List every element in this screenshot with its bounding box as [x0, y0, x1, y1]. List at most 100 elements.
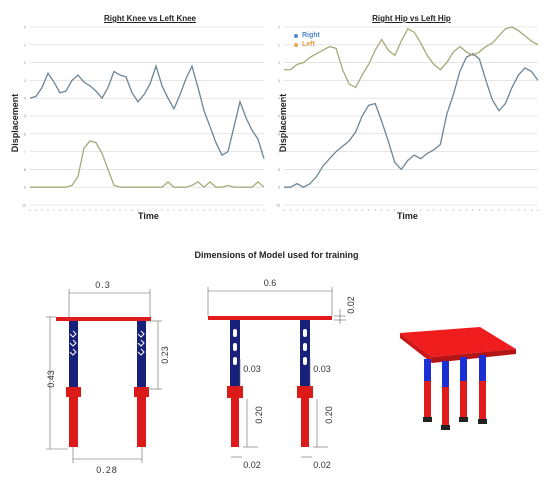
hip-chart-panel: Right Hip vs Left Hip Displacement Time …	[270, 0, 553, 230]
knee-x-tick-label: 1	[161, 208, 163, 212]
hip-x-tick-label: 1	[492, 208, 494, 212]
knee-x-tick-label: 1	[107, 208, 109, 212]
knee-x-tick-label: 1	[89, 208, 91, 212]
hip-x-tick-label: 1	[452, 208, 454, 212]
knee-y-tick-label: 0	[24, 26, 26, 30]
hip-x-tick-label: 1	[498, 208, 500, 212]
hip-x-tick-label: 1	[400, 208, 402, 212]
model-diagrams: 0.3 0.43 0.23 0.28	[46, 278, 516, 475]
knee-x-tick-label: 1	[131, 208, 133, 212]
front-top-width-label: 0.3	[95, 280, 111, 290]
hip-x-tick-label: 1	[387, 208, 389, 212]
knee-x-tick-label: 1	[197, 208, 199, 212]
knee-chart-panel: Right Knee vs Left Knee Displacement Tim…	[0, 0, 270, 230]
front-top-bar	[56, 317, 151, 321]
hip-x-tick-label: 1	[342, 208, 344, 212]
hip-x-tick-label: 1	[361, 208, 363, 212]
knee-x-tick-label: 1	[239, 208, 241, 212]
knee-x-tick-label: 1	[155, 208, 157, 212]
hip-y-tick-label: 7	[278, 150, 280, 154]
front-leg-left-lower	[69, 387, 78, 447]
knee-x-tick-label: 1	[71, 208, 73, 212]
knee-x-tick-label: 1	[29, 208, 31, 212]
knee-x-tick-label: 1	[209, 208, 211, 212]
legend-right-label: Right	[302, 32, 320, 39]
side-view: 0.6 0.02 0.03 0.03 0.20 0.20 0.02 0.02	[207, 278, 356, 470]
hip-x-tick-label: 1	[537, 208, 539, 212]
knee-x-tick-label: 1	[179, 208, 181, 212]
hip-xlabel: Time	[397, 211, 418, 221]
knee-x-tick-label: 1	[101, 208, 103, 212]
side-top-bar	[208, 316, 332, 320]
hip-x-tick-label: 1	[329, 208, 331, 212]
perspective-view	[400, 327, 516, 430]
front-view: 0.3 0.43 0.23 0.28	[46, 280, 170, 475]
hip-x-tick-label: 1	[466, 208, 468, 212]
hip-y-tick-label: 2	[278, 61, 280, 65]
knee-y-tick-label: 3	[24, 79, 26, 83]
knee-y-tick-label: 1	[24, 43, 26, 47]
side-thickness-label: 0.02	[346, 296, 356, 314]
hip-x-tick-label: 1	[355, 208, 357, 212]
hip-y-tick-label: 10	[276, 204, 280, 208]
hip-x-tick-label: 1	[439, 208, 441, 212]
front-height-label: 0.43	[46, 370, 56, 388]
knee-x-tick-label: 1	[173, 208, 175, 212]
hip-x-tick-label: 1	[479, 208, 481, 212]
hip-x-tick-label: 1	[374, 208, 376, 212]
hip-x-tick-label: 1	[283, 208, 285, 212]
knee-y-tick-label: 7	[24, 150, 26, 154]
knee-x-tick-label: 1	[251, 208, 253, 212]
side-joint-gap-left-label: 0.03	[243, 364, 261, 374]
front-foot-spacing-label: 0.28	[96, 465, 118, 475]
hip-x-tick-label: 1	[316, 208, 318, 212]
knee-x-tick-label: 1	[35, 208, 37, 212]
hip-x-tick-label: 1	[322, 208, 324, 212]
knee-y-tick-label: 4	[24, 97, 26, 101]
knee-x-tick-label: 1	[143, 208, 145, 212]
front-leg-left-joint	[66, 387, 81, 397]
section-title: Dimensions of Model used for training	[194, 250, 359, 260]
knee-x-tick-label: 1	[185, 208, 187, 212]
hip-y-tick-label: 3	[278, 79, 280, 83]
knee-x-tick-label: 1	[47, 208, 49, 212]
side-leg-right-upper	[300, 320, 310, 386]
knee-x-tick-label: 1	[53, 208, 55, 212]
knee-x-tick-label: 1	[59, 208, 61, 212]
hip-x-tick-label: 1	[446, 208, 448, 212]
hip-y-tick-label: 0	[278, 26, 280, 30]
knee-x-tick-label: 1	[113, 208, 115, 212]
side-foot-right-label: 0.02	[313, 460, 331, 470]
knee-x-tick-label: 1	[203, 208, 205, 212]
knee-x-tick-label: 1	[257, 208, 259, 212]
hip-series-line-0	[284, 52, 539, 188]
hip-x-tick-label: 1	[472, 208, 474, 212]
side-leg-right-lower	[301, 386, 309, 447]
hip-y-tick-label: 5	[278, 115, 280, 119]
knee-x-tick-label: 1	[191, 208, 193, 212]
hip-x-tick-label: 1	[524, 208, 526, 212]
knee-x-tick-label: 1	[221, 208, 223, 212]
hip-x-tick-label: 1	[413, 208, 415, 212]
side-leg-lower-right-label: 0.20	[324, 406, 334, 424]
side-joint-gap-right-label: 0.03	[313, 364, 331, 374]
hip-x-tick-label: 1	[485, 208, 487, 212]
knee-series-line-0	[29, 64, 265, 159]
knee-x-tick-label: 1	[65, 208, 67, 212]
knee-y-tick-label: 8	[24, 168, 26, 172]
hip-x-tick-label: 1	[394, 208, 396, 212]
knee-x-tick-label: 1	[149, 208, 151, 212]
legend-right: Right	[294, 32, 320, 39]
knee-x-tick-label: 1	[41, 208, 43, 212]
knee-x-tick-label: 1	[167, 208, 169, 212]
hip-x-tick-label: 1	[511, 208, 513, 212]
knee-x-tick-label: 1	[95, 208, 97, 212]
front-leg-upper-label: 0.23	[160, 346, 170, 364]
side-leg-left-joint	[227, 386, 243, 398]
knee-chart-title: Right Knee vs Left Knee	[103, 14, 196, 23]
side-leg-left-upper	[230, 320, 240, 386]
side-leg-right-joint	[297, 386, 313, 398]
knee-x-tick-label: 1	[263, 208, 265, 212]
hip-chart-title: Right Hip vs Left Hip	[372, 14, 451, 23]
